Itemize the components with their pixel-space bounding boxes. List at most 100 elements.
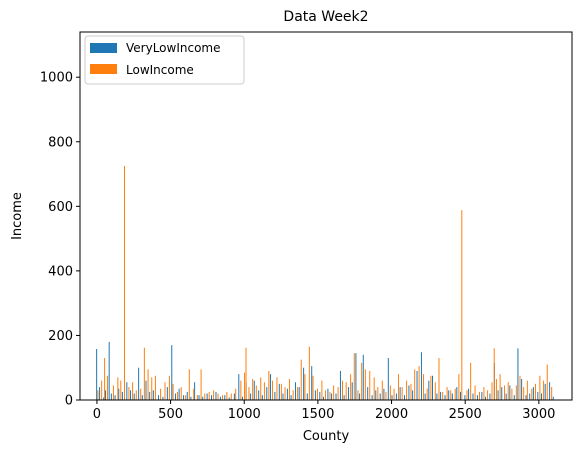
bar-verylowincome-69: [371, 395, 373, 400]
bar-verylowincome-72: [383, 388, 385, 400]
bar-verylowincome-61: [339, 370, 341, 400]
bar-verylowincome-49: [290, 395, 292, 400]
bar-lowincome-2: [104, 358, 106, 400]
bar-lowincome-6: [120, 380, 122, 400]
bar-verylowincome-88: [448, 390, 450, 400]
bar-verylowincome-2: [103, 397, 105, 400]
bar-verylowincome-12: [138, 367, 140, 400]
bar-verylowincome-4: [108, 341, 110, 400]
bar-verylowincome-53: [306, 393, 308, 400]
bar-lowincome-110: [534, 383, 536, 400]
bar-verylowincome-85: [436, 393, 438, 400]
bar-lowincome-39: [252, 379, 254, 400]
bar-verylowincome-23: [183, 395, 185, 400]
bar-verylowincome-67: [362, 354, 364, 400]
bar-lowincome-43: [268, 370, 270, 400]
bar-verylowincome-75: [395, 393, 397, 400]
bar-verylowincome-9: [126, 382, 128, 400]
bar-lowincome-56: [321, 380, 323, 400]
bar-lowincome-0: [97, 390, 99, 400]
bar-lowincome-37: [245, 347, 247, 400]
bar-verylowincome-47: [282, 393, 284, 400]
bar-lowincome-34: [235, 388, 237, 400]
bar-lowincome-49: [292, 390, 294, 400]
bar-lowincome-46: [280, 383, 282, 400]
bar-lowincome-21: [180, 387, 182, 400]
bar-lowincome-70: [377, 387, 379, 400]
legend-swatch-lowincome: [90, 64, 117, 74]
bar-verylowincome-24: [186, 391, 188, 400]
bar-lowincome-5: [117, 377, 119, 400]
bar-verylowincome-29: [206, 393, 208, 400]
bar-lowincome-32: [226, 391, 228, 400]
bar-verylowincome-46: [278, 383, 280, 400]
bar-verylowincome-89: [451, 393, 453, 400]
bar-lowincome-108: [526, 380, 528, 400]
bar-verylowincome-106: [521, 379, 523, 400]
bar-lowincome-38: [248, 387, 250, 400]
bar-verylowincome-93: [468, 388, 470, 400]
bar-verylowincome-82: [424, 393, 426, 400]
bars-layer: [96, 165, 554, 400]
bar-lowincome-66: [361, 362, 363, 400]
bar-verylowincome-18: [162, 396, 164, 400]
bar-lowincome-8: [128, 387, 130, 400]
bar-lowincome-84: [434, 382, 436, 400]
x-tick-label-500: 500: [158, 407, 183, 422]
bar-verylowincome-58: [327, 388, 329, 400]
y-axis-ticks: 0 200 400 600 800 1000: [40, 71, 80, 409]
bar-verylowincome-90: [456, 387, 458, 400]
bar-lowincome-18: [168, 375, 170, 400]
bar-lowincome-51: [300, 359, 302, 400]
bar-lowincome-48: [288, 379, 290, 400]
bar-lowincome-42: [263, 382, 265, 400]
bar-verylowincome-104: [513, 395, 515, 400]
bar-verylowincome-74: [391, 395, 393, 400]
bar-verylowincome-65: [355, 353, 357, 400]
bar-lowincome-103: [507, 382, 509, 400]
bar-verylowincome-20: [171, 345, 173, 400]
bar-lowincome-87: [446, 387, 448, 400]
bar-lowincome-35: [240, 380, 242, 400]
bar-verylowincome-87: [444, 395, 446, 400]
bar-verylowincome-110: [537, 391, 539, 400]
bar-lowincome-57: [325, 390, 327, 400]
bar-verylowincome-11: [133, 393, 135, 400]
bar-verylowincome-112: [544, 383, 546, 400]
bar-verylowincome-50: [295, 382, 297, 400]
x-tick-label-1000: 1000: [228, 407, 261, 422]
bar-verylowincome-5: [110, 393, 112, 400]
bar-verylowincome-111: [541, 393, 543, 400]
bar-verylowincome-66: [359, 393, 361, 400]
bar-lowincome-14: [151, 377, 153, 400]
bar-verylowincome-15: [149, 391, 151, 400]
bar-lowincome-52: [304, 374, 306, 400]
x-axis-ticks: 0 500 1000 1500 2000 2500 3000: [93, 400, 555, 422]
bar-lowincome-33: [230, 393, 232, 400]
bar-verylowincome-94: [472, 393, 474, 400]
bar-verylowincome-33: [224, 395, 226, 400]
bar-verylowincome-7: [118, 388, 120, 400]
y-tick-label-600: 600: [48, 200, 73, 215]
bar-lowincome-63: [350, 374, 352, 400]
bar-verylowincome-32: [219, 396, 221, 400]
bar-lowincome-96: [483, 387, 485, 400]
bar-lowincome-47: [284, 387, 286, 400]
x-tick-label-2000: 2000: [375, 407, 408, 422]
bar-verylowincome-0: [96, 349, 98, 400]
bar-verylowincome-73: [387, 358, 389, 400]
bar-lowincome-76: [401, 387, 403, 400]
bar-lowincome-30: [217, 393, 219, 400]
bar-verylowincome-84: [432, 375, 433, 400]
bar-lowincome-74: [393, 388, 395, 400]
bar-verylowincome-37: [241, 396, 243, 400]
bar-lowincome-36: [244, 372, 246, 400]
bar-verylowincome-16: [152, 390, 154, 400]
x-axis-label: County: [303, 429, 350, 444]
bar-lowincome-106: [519, 375, 521, 400]
y-tick-label-1000: 1000: [40, 71, 73, 86]
bar-lowincome-26: [200, 369, 202, 400]
bar-verylowincome-91: [459, 391, 461, 400]
bar-lowincome-4: [112, 385, 114, 400]
